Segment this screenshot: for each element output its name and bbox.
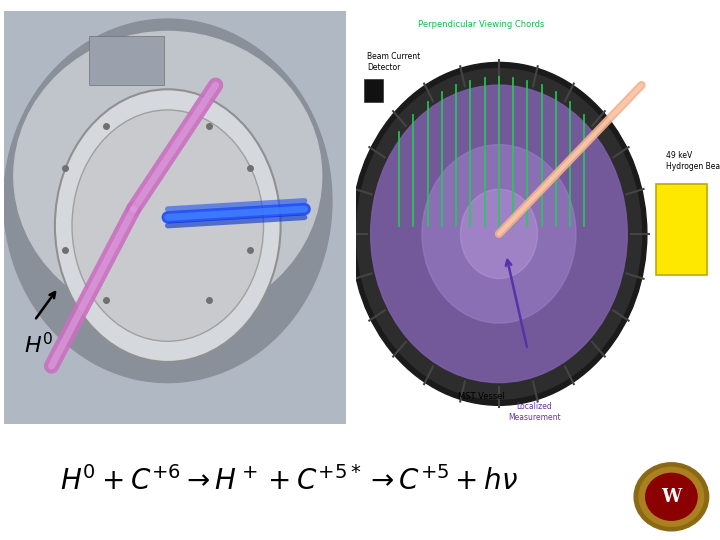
Bar [89,36,164,85]
Circle shape [55,89,281,362]
Ellipse shape [634,463,708,531]
Text: $H^0$: $H^0$ [24,334,53,359]
Circle shape [422,145,576,323]
Ellipse shape [4,19,332,382]
Ellipse shape [14,31,322,321]
Text: 49 keV
Hydrogen Beam: 49 keV Hydrogen Beam [667,151,720,171]
Ellipse shape [91,106,245,263]
Circle shape [72,110,264,341]
Ellipse shape [646,474,697,520]
Text: $H^0 + C^{+6} \rightarrow H^+ + C^{+5*} \rightarrow C^{+5} + h\nu$: $H^0 + C^{+6} \rightarrow H^+ + C^{+5*} … [60,467,518,496]
Circle shape [356,69,642,399]
FancyBboxPatch shape [656,184,708,275]
Text: Beam Current
Detector: Beam Current Detector [367,52,420,71]
Text: W: W [662,488,681,506]
Circle shape [371,85,627,383]
Text: measures local carbon impurity $T_{\rm perp}$, $T_{\rm par}$, and $n_{\rm C}$.: measures local carbon impurity $T_{\rm p… [9,31,565,56]
Text: Perpendicular Viewing Chords: Perpendicular Viewing Chords [418,21,544,29]
Ellipse shape [639,467,703,526]
Circle shape [461,189,537,279]
Circle shape [351,63,647,406]
Bar [364,79,383,102]
Text: Localized
Measurement: Localized Measurement [508,402,561,422]
Text: MST Vessel: MST Vessel [458,392,505,401]
Text: Charge-exchange recombination spectroscopy (CHERS): Charge-exchange recombination spectrosco… [9,16,639,35]
